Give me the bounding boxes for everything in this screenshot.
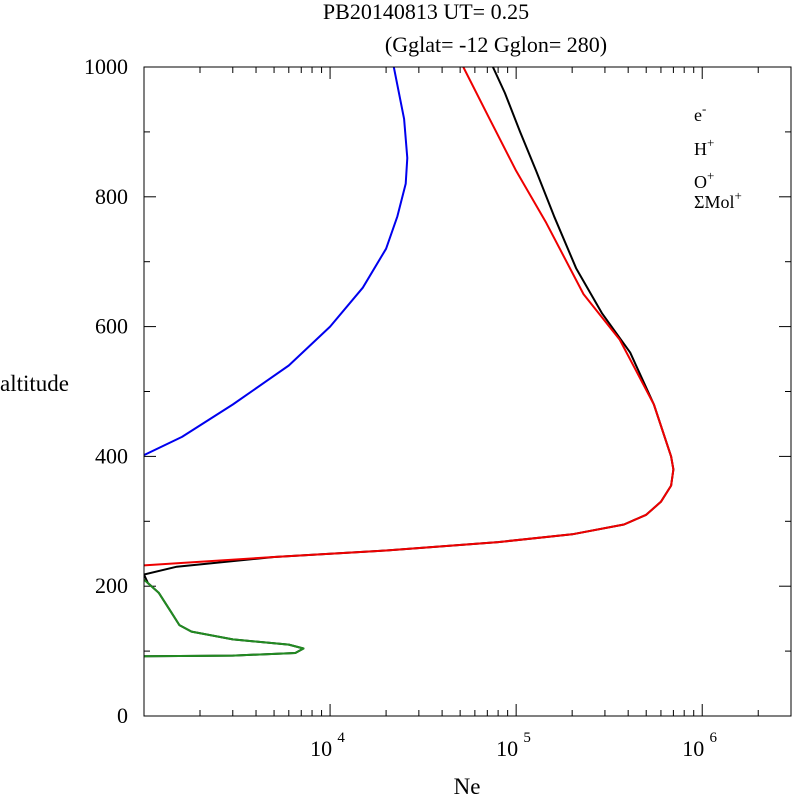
series-line [144,578,305,658]
x-tick-label-exponent: 4 [337,730,345,746]
y-axis-label: altitude [0,371,69,396]
x-tick-labels: 10 4 10 5 10 6 [310,730,717,761]
legend-item: H+ [694,135,714,159]
y-tick-label: 1000 [84,54,128,79]
series-line [144,67,675,658]
axis-ticks [143,66,792,717]
legend-item: e- [694,101,706,125]
y-tick-label: 200 [95,573,128,598]
series-line [144,67,409,457]
chart-subtitle: (Gglat= -12 Gglon= 280) [385,32,607,57]
y-tick-labels: 0 200 400 600 800 1000 [84,54,128,728]
plot-frame [143,66,792,717]
legend-item: O+ [694,168,714,192]
x-tick-label-exponent: 5 [523,730,531,746]
chart-title: PB20140813 UT= 0.25 [323,0,529,24]
x-tick-label: 10 [310,736,332,761]
legend: e- H+ O+ΣMol+ [694,101,742,212]
x-tick-label-exponent: 6 [709,730,717,746]
x-axis-label: Ne [454,774,481,796]
y-tick-label: 0 [117,703,128,728]
y-tick-label: 600 [95,314,128,339]
legend-item: ΣMol+ [694,188,742,212]
series-line [144,67,675,567]
x-tick-label: 10 [682,736,704,761]
y-tick-label: 800 [95,184,128,209]
y-tick-label: 400 [95,443,128,468]
series-lines [144,67,675,658]
x-tick-label: 10 [496,736,518,761]
